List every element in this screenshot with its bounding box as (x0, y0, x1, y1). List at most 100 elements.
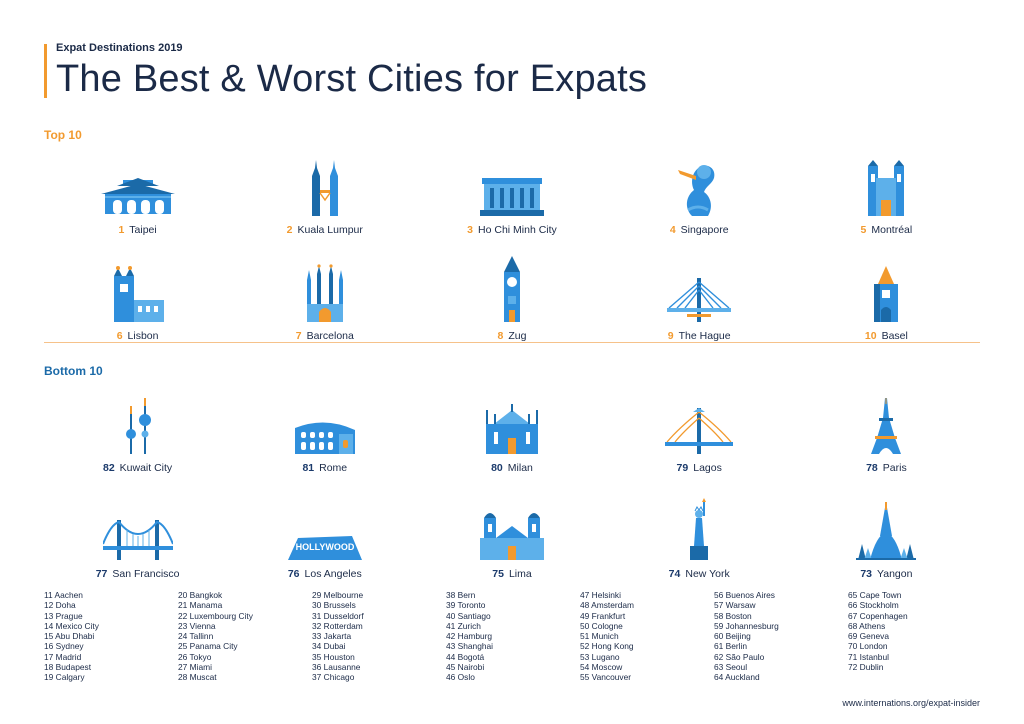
kuwait-towers-icon (123, 386, 153, 454)
city-name: Kuwait City (119, 462, 173, 474)
list-item: 39 Toronto (446, 600, 486, 611)
rank-number: 73 (860, 568, 873, 580)
list-item: 28 Muscat (178, 672, 217, 683)
list-item: 14 Mexico City (44, 620, 99, 631)
section-divider (44, 342, 980, 343)
city-name: Los Angeles (304, 568, 362, 580)
list-item: 68 Athens (848, 620, 886, 631)
city-card: 7 Barcelona (231, 236, 418, 342)
list-item: 44 Bogotá (446, 651, 485, 662)
city-card: 81 Rome (231, 368, 418, 474)
rank-number: 6 (116, 330, 123, 342)
lima-cathedral-icon (479, 492, 544, 560)
city-name: Lisbon (127, 330, 159, 342)
golden-gate-bridge-icon (102, 492, 173, 560)
rank-list-column: 11 Aachen 12 Doha 13 Prague 14 Mexico City 1… (44, 590, 178, 683)
list-item: 70 London (848, 641, 888, 652)
city-card: 74 New York (606, 474, 793, 580)
colosseum-icon (294, 386, 355, 454)
city-card: 9 The Hague (606, 236, 793, 342)
top-10-label: Top 10 (44, 128, 82, 142)
list-item: 52 Hong Kong (580, 641, 634, 652)
rank-number: 2 (286, 224, 293, 236)
list-item: 66 Stockholm (848, 600, 899, 611)
shwedagon-pagoda-icon (856, 492, 917, 560)
city-card: 75 Lima (418, 474, 605, 580)
hollywood-sign-icon: HOLLYWOOD (287, 492, 362, 560)
list-item: 62 São Paulo (714, 651, 765, 662)
city-name: Zug (508, 330, 527, 342)
rank-number: 78 (866, 462, 878, 474)
city-name: Singapore (680, 224, 729, 236)
list-item: 56 Buenos Aires (714, 590, 775, 600)
rank-list: 11 Aachen 12 Doha 13 Prague 14 Mexico City 1… (44, 590, 982, 683)
rank-list-column: 47 Helsinki 48 Amsterdam 49 Frankfurt 50 Co… (580, 590, 714, 683)
city-name: Basel (881, 330, 908, 342)
hollywood-sign-text: HOLLYWOOD (295, 542, 354, 552)
list-item: 22 Luxembourg City (178, 610, 253, 621)
list-item: 57 Warsaw (714, 600, 756, 611)
merlion-icon (674, 148, 724, 216)
list-item: 33 Jakarta (312, 631, 352, 642)
city-name: Lagos (693, 462, 722, 474)
list-item: 25 Panama City (178, 641, 238, 652)
list-item: 72 Dublin (848, 662, 884, 673)
rank-number: 82 (102, 462, 115, 474)
list-item: 36 Lausanne (312, 662, 361, 673)
city-card: 1 Taipei (44, 130, 231, 236)
rank-list-column: 65 Cape Town 66 Stockholm 67 Copenhagen 68 … (848, 590, 982, 683)
list-item: 31 Dusseldorf (312, 610, 364, 621)
list-item: 38 Bern (446, 590, 476, 600)
page-title: The Best & Worst Cities for Expats (56, 58, 648, 100)
list-item: 24 Tallinn (178, 631, 214, 642)
city-card: 8 Zug (418, 236, 605, 342)
rank-number: 77 (95, 568, 108, 580)
city-card: 3 Ho Chi Minh City (418, 130, 605, 236)
city-name: Lima (508, 568, 532, 580)
rank-list-column: 29 Melbourne 30 Brussels 31 Dusseldorf 32 R… (312, 590, 446, 683)
list-item: 55 Vancouver (580, 672, 632, 683)
clock-tower-icon (502, 254, 522, 322)
city-name: Paris (882, 462, 907, 474)
list-item: 32 Rotterdam (312, 620, 363, 631)
city-name: Milan (507, 462, 533, 474)
rank-number: 81 (302, 462, 315, 474)
list-item: 37 Chicago (312, 672, 355, 683)
city-name: New York (685, 568, 730, 580)
list-item: 50 Cologne (580, 620, 623, 631)
petronas-towers-icon (308, 148, 342, 216)
footer-url[interactable]: www.internations.org/expat-insider (842, 698, 980, 708)
rank-number: 4 (669, 224, 676, 236)
eiffel-tower-icon (869, 386, 903, 454)
milan-cathedral-icon (484, 386, 540, 454)
city-name: Montréal (871, 224, 913, 236)
list-item: 23 Vienna (178, 620, 216, 631)
rank-number: 3 (467, 224, 474, 236)
list-item: 30 Brussels (312, 600, 356, 611)
belem-tower-icon (110, 254, 166, 322)
city-card: 79 Lagos (606, 368, 793, 474)
list-item: 29 Melbourne (312, 590, 364, 600)
list-item: 48 Amsterdam (580, 600, 634, 611)
rank-number: 1 (118, 224, 125, 236)
city-card: 78 Paris (793, 368, 980, 474)
basel-gate-icon (872, 254, 900, 322)
city-card: 2 Kuala Lumpur (231, 130, 418, 236)
list-item: 11 Aachen (44, 590, 83, 600)
list-item: 15 Abu Dhabi (44, 631, 95, 642)
list-item: 40 Santiago (446, 610, 491, 621)
list-item: 27 Miami (178, 662, 212, 673)
list-item: 60 Beijing (714, 631, 751, 642)
rank-number: 10 (864, 330, 877, 342)
list-item: 61 Berlin (714, 641, 748, 652)
city-card: 80 Milan (418, 368, 605, 474)
list-item: 20 Bangkok (178, 590, 223, 600)
list-item: 46 Oslo (446, 672, 475, 683)
rank-list-column: 38 Bern 39 Toronto 40 Santiago 41 Zurich 42 … (446, 590, 580, 683)
list-item: 26 Tokyo (178, 651, 212, 662)
rank-number: 8 (497, 330, 504, 342)
city-name: Yangon (877, 568, 913, 580)
notre-dame-basilica-icon (866, 148, 906, 216)
list-item: 53 Lugano (580, 651, 620, 662)
statue-of-liberty-icon (684, 492, 714, 560)
